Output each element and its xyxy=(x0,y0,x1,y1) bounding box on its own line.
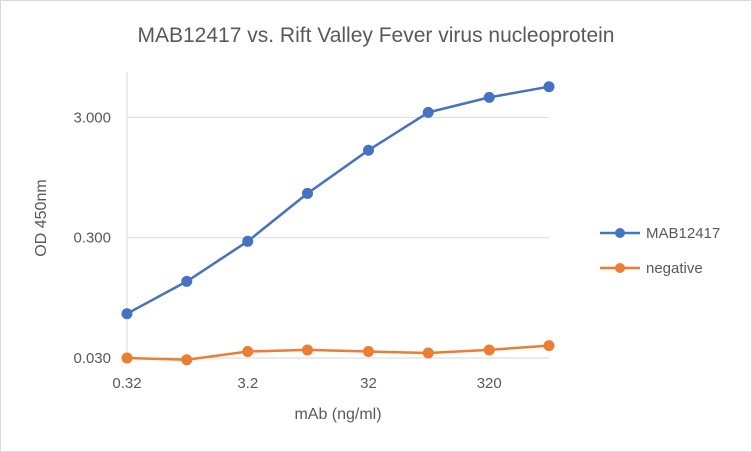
x-axis-title: mAb (ng/ml) xyxy=(294,406,381,423)
data-point xyxy=(422,106,434,118)
legend: MAB12417 negative xyxy=(600,225,720,277)
data-point xyxy=(543,81,555,93)
x-tick-label: 320 xyxy=(477,375,502,392)
legend-marker xyxy=(615,228,625,238)
data-point xyxy=(242,345,254,357)
series-line-0 xyxy=(126,85,550,315)
data-point xyxy=(362,345,374,357)
legend-label: MAB12417 xyxy=(646,225,720,242)
data-point xyxy=(483,344,495,356)
y-tick-label: 0.030 xyxy=(73,350,111,367)
legend-marker xyxy=(615,263,625,273)
data-point xyxy=(483,91,495,103)
y-tick-label: 0.300 xyxy=(73,230,111,247)
data-point xyxy=(362,144,374,156)
y-tick-label: 3.000 xyxy=(73,109,111,126)
gridlines xyxy=(127,116,549,239)
axes: 0.030 0.300 3.000 0.32 3.2 32 320 xyxy=(73,72,549,392)
data-point xyxy=(181,275,193,287)
data-point xyxy=(543,340,555,352)
data-point xyxy=(302,187,314,199)
data-point xyxy=(121,308,133,320)
x-tick-label: 0.32 xyxy=(112,375,141,392)
x-tick-label: 32 xyxy=(360,375,377,392)
data-point xyxy=(242,235,254,247)
series-group xyxy=(121,81,555,366)
data-point xyxy=(422,347,434,359)
chart-title: MAB12417 vs. Rift Valley Fever virus nuc… xyxy=(138,24,615,47)
legend-label: negative xyxy=(646,260,703,277)
data-point xyxy=(181,354,193,366)
y-axis-title: OD 450nm xyxy=(33,179,50,256)
x-tick-label: 3.2 xyxy=(237,375,258,392)
data-point xyxy=(302,344,314,356)
data-point xyxy=(121,352,133,364)
series-line-1 xyxy=(126,344,550,362)
